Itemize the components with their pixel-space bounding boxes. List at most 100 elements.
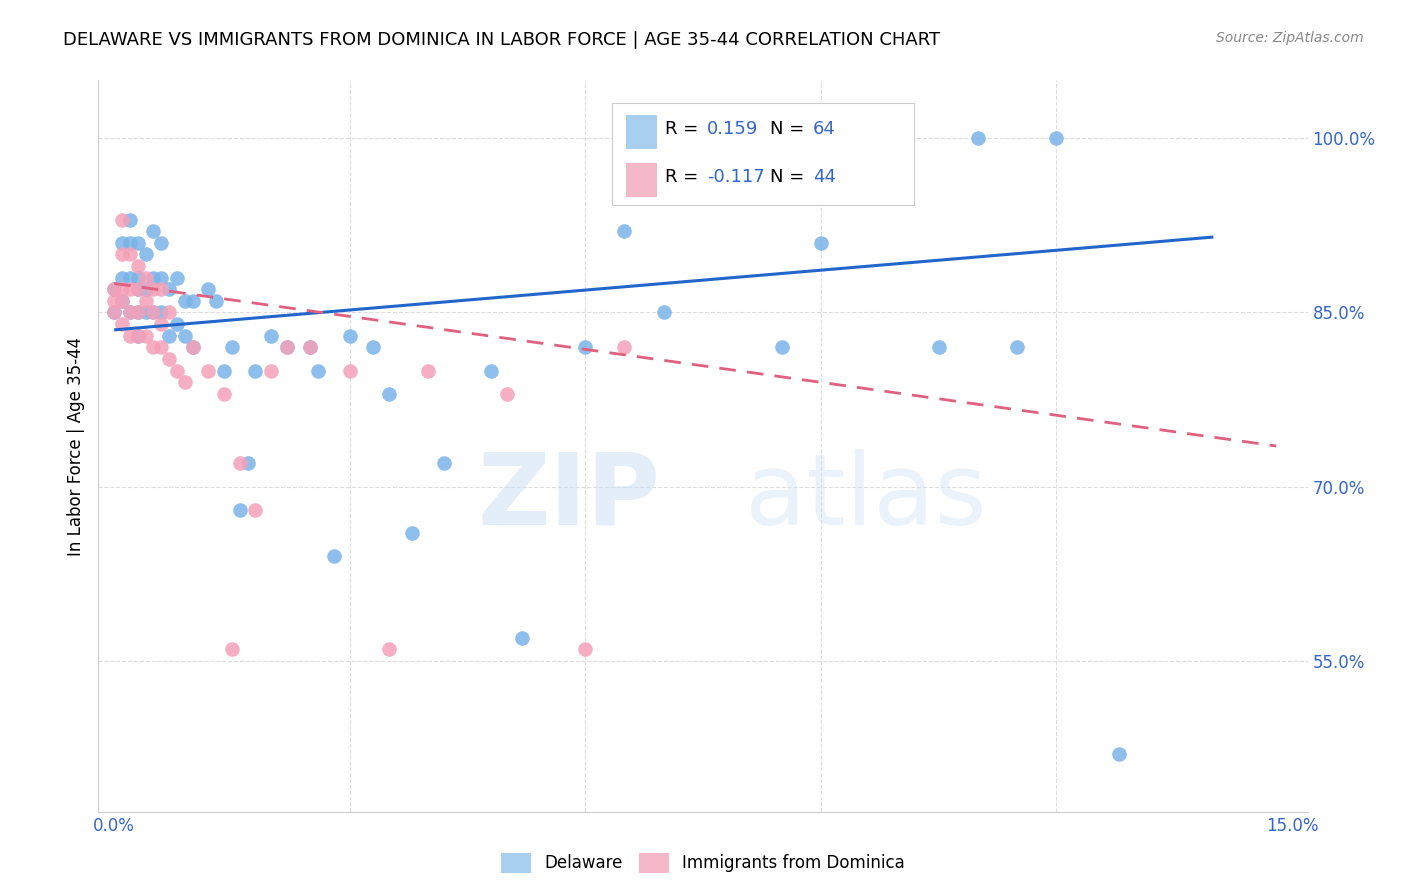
Point: [111, 293, 134, 308]
Point: [378, 642, 401, 657]
Point: [118, 235, 141, 250]
Point: [433, 457, 456, 471]
Point: [111, 247, 134, 261]
Point: [299, 340, 322, 354]
Point: [103, 293, 125, 308]
Point: [810, 235, 832, 250]
Point: [150, 282, 173, 296]
Point: [111, 235, 134, 250]
Point: [276, 340, 298, 354]
Point: [142, 305, 165, 319]
Point: [173, 375, 195, 389]
Point: [111, 293, 134, 308]
Point: [103, 282, 125, 296]
Text: 0.159: 0.159: [707, 120, 759, 138]
Point: [127, 235, 149, 250]
Point: [181, 340, 204, 354]
Point: [135, 305, 157, 319]
Point: [127, 328, 149, 343]
Point: [111, 317, 134, 331]
Point: [127, 305, 149, 319]
Point: [135, 293, 157, 308]
Point: [889, 131, 911, 145]
Point: [166, 270, 188, 285]
Point: [1045, 131, 1067, 145]
Text: N =: N =: [770, 169, 810, 186]
Point: [111, 270, 134, 285]
Point: [479, 363, 502, 377]
Point: [118, 212, 141, 227]
Point: [245, 503, 267, 517]
Point: [135, 328, 157, 343]
Point: [361, 340, 384, 354]
Point: [127, 305, 149, 319]
Point: [135, 282, 157, 296]
Point: [1005, 340, 1028, 354]
Point: [574, 340, 596, 354]
Point: [166, 317, 188, 331]
Point: [166, 363, 188, 377]
Point: [127, 270, 149, 285]
Point: [127, 328, 149, 343]
Point: [150, 305, 173, 319]
Point: [127, 259, 149, 273]
Point: [197, 363, 219, 377]
Text: 44: 44: [813, 169, 835, 186]
Point: [118, 282, 141, 296]
Point: [692, 131, 714, 145]
Point: [142, 270, 165, 285]
Point: [613, 340, 636, 354]
Text: R =: R =: [665, 169, 704, 186]
Point: [339, 363, 361, 377]
Point: [173, 328, 195, 343]
Point: [103, 305, 125, 319]
Point: [613, 224, 636, 238]
Point: [127, 282, 149, 296]
Point: [299, 340, 322, 354]
Point: [260, 363, 283, 377]
Point: [928, 340, 950, 354]
Point: [111, 212, 134, 227]
Point: [135, 247, 157, 261]
Point: [731, 131, 754, 145]
Point: [142, 282, 165, 296]
Point: [574, 642, 596, 657]
Point: [181, 293, 204, 308]
Point: [205, 293, 228, 308]
Point: [118, 247, 141, 261]
Point: [221, 642, 243, 657]
Point: [260, 328, 283, 343]
Point: [142, 305, 165, 319]
Point: [157, 282, 180, 296]
Point: [512, 631, 534, 645]
Text: R =: R =: [665, 120, 704, 138]
Point: [118, 305, 141, 319]
Point: [103, 305, 125, 319]
Point: [229, 503, 252, 517]
Point: [150, 235, 173, 250]
Text: 64: 64: [813, 120, 835, 138]
Point: [276, 340, 298, 354]
Point: [1108, 747, 1130, 761]
Point: [323, 549, 346, 564]
Y-axis label: In Labor Force | Age 35-44: In Labor Force | Age 35-44: [66, 336, 84, 556]
Point: [150, 340, 173, 354]
Point: [229, 457, 252, 471]
Text: Source: ZipAtlas.com: Source: ZipAtlas.com: [1216, 31, 1364, 45]
Point: [118, 270, 141, 285]
Point: [378, 386, 401, 401]
Text: -0.117: -0.117: [707, 169, 765, 186]
Point: [418, 363, 440, 377]
Point: [142, 340, 165, 354]
Point: [157, 305, 180, 319]
Point: [652, 305, 675, 319]
Point: [212, 386, 235, 401]
Point: [197, 282, 219, 296]
Point: [103, 282, 125, 296]
Point: [150, 317, 173, 331]
Text: N =: N =: [770, 120, 810, 138]
Text: atlas: atlas: [745, 449, 987, 546]
Point: [142, 224, 165, 238]
Legend: Delaware, Immigrants from Dominica: Delaware, Immigrants from Dominica: [494, 847, 912, 880]
Point: [307, 363, 329, 377]
